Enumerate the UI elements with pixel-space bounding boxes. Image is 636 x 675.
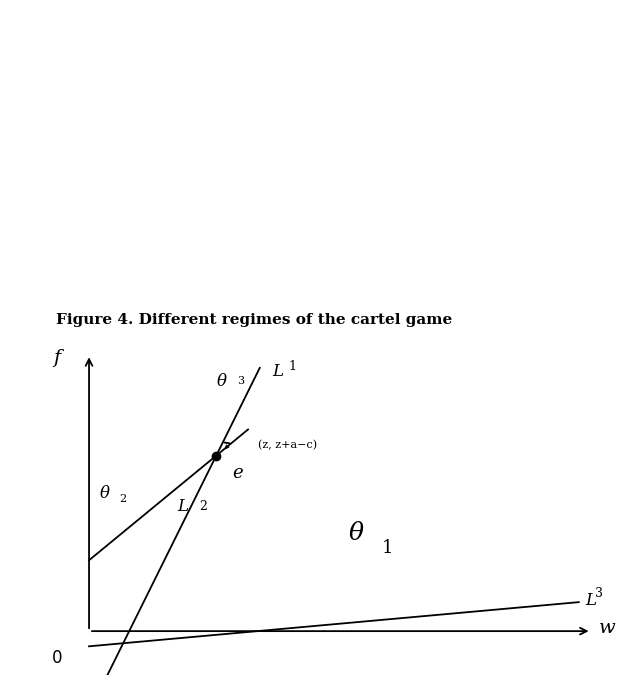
Text: 3: 3: [595, 587, 603, 601]
Text: e: e: [232, 464, 243, 482]
Text: 2: 2: [119, 493, 126, 504]
Text: 0: 0: [52, 649, 62, 667]
Text: θ: θ: [100, 485, 110, 502]
Text: 3: 3: [237, 377, 245, 387]
Text: 2: 2: [199, 500, 207, 513]
Text: f: f: [53, 349, 61, 367]
Text: 1: 1: [382, 539, 393, 557]
Text: (z, z+a−c): (z, z+a−c): [258, 440, 317, 451]
Text: L: L: [177, 498, 189, 515]
Text: w: w: [599, 619, 616, 637]
Text: θ: θ: [349, 522, 364, 545]
Text: L: L: [272, 362, 284, 380]
Text: 1: 1: [288, 360, 296, 373]
Text: Figure 4. Different regimes of the cartel game: Figure 4. Different regimes of the carte…: [56, 313, 453, 327]
Text: θ: θ: [217, 373, 226, 390]
Text: L: L: [585, 592, 596, 609]
